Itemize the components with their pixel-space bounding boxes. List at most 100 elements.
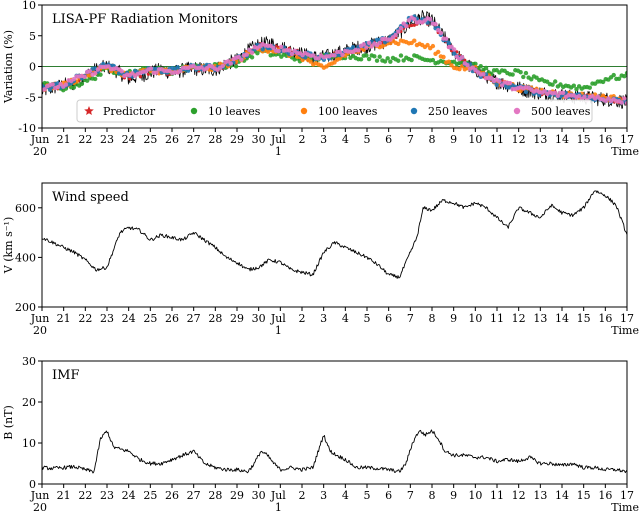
500-leaves-point: [236, 54, 241, 60]
10-leaves-point: [473, 61, 478, 67]
500-leaves-point: [247, 47, 252, 53]
x-tick-label: 6: [385, 312, 392, 325]
y-tick-label: 400: [15, 251, 36, 264]
x-tick-label: 2: [299, 489, 306, 502]
500-leaves-point: [624, 100, 627, 106]
x-tick-label: 27: [187, 312, 201, 325]
y-tick-label: -5: [25, 91, 36, 104]
x-tick-label: Jul: [270, 133, 286, 146]
x-tick-label: Jul: [270, 312, 286, 325]
legend-marker-10-leaves: [190, 107, 198, 115]
series-imf-line: [42, 429, 627, 474]
legend: Predictor 10 leaves 100 leaves 250 leaves 50…: [76, 99, 593, 123]
250-leaves-point: [260, 47, 265, 52]
10-leaves-point: [364, 53, 369, 58]
x-tick-label: 11: [490, 312, 504, 325]
500-leaves-point: [287, 48, 292, 53]
x-tick-label: 7: [407, 133, 414, 146]
10-leaves-point: [510, 72, 515, 77]
100-leaves-point: [412, 38, 417, 43]
legend-box: [76, 99, 593, 123]
500-leaves-point: [582, 94, 587, 99]
10-leaves-point: [483, 65, 489, 71]
100-leaves-point: [425, 42, 430, 48]
500-leaves-point: [95, 67, 101, 72]
legend-marker-predictor: [84, 106, 94, 115]
10-leaves-point: [98, 72, 103, 77]
x-tick-label: 8: [429, 133, 436, 146]
x-tick-label: 14: [555, 489, 569, 502]
y-tick-label: 200: [15, 301, 36, 314]
x-tick-label: 12: [512, 312, 526, 325]
predictor-point: [138, 75, 142, 79]
10-leaves-point: [377, 54, 382, 59]
x-tick-label: 22: [78, 489, 92, 502]
y-tick-label: 5: [29, 30, 36, 43]
500-leaves-point: [63, 82, 69, 87]
x-tick-label: 11: [490, 489, 504, 502]
10-leaves-point: [71, 85, 77, 90]
500-leaves-point: [106, 64, 111, 69]
x-tick-sublabel: 1: [275, 324, 282, 337]
10-leaves-point: [255, 51, 260, 56]
500-leaves-point: [366, 40, 372, 46]
y-tick-label: 20: [22, 396, 36, 409]
10-leaves-point: [79, 81, 85, 87]
y-tick-label: 0: [29, 61, 36, 74]
10-leaves-point: [574, 86, 579, 92]
x-tick-sublabel: 20: [33, 501, 47, 514]
x-tick-label: 21: [57, 489, 71, 502]
series-wind-speed-line: [42, 190, 627, 279]
x-axis-label: Time: [611, 501, 639, 514]
500-leaves-point: [507, 80, 513, 86]
x-tick-label: 6: [385, 489, 392, 502]
y-tick-label: 10: [22, 437, 36, 450]
500-leaves-point: [244, 52, 249, 57]
x-tick-label: 10: [468, 133, 482, 146]
x-tick-label: 4: [342, 312, 349, 325]
500-leaves-point: [396, 29, 401, 34]
x-tick-label: 5: [364, 312, 371, 325]
x-tick-label: 23: [100, 312, 114, 325]
x-tick-label: 14: [555, 133, 569, 146]
x-tick-label: 16: [598, 312, 612, 325]
x-tick-label: Jul: [270, 489, 286, 502]
y-axis-label: V (km s⁻¹): [2, 217, 15, 274]
x-tick-label: 14: [555, 312, 569, 325]
x-tick-label: 28: [208, 133, 222, 146]
10-leaves-point: [366, 56, 372, 62]
predictor-point: [463, 58, 467, 62]
500-leaves-point: [393, 32, 398, 38]
x-tick-label: 24: [122, 312, 136, 325]
x-tick-label: 3: [320, 312, 327, 325]
100-leaves-point: [308, 59, 313, 64]
500-leaves-point: [560, 90, 566, 96]
10-leaves-point: [385, 56, 390, 61]
250-leaves-point: [175, 65, 180, 70]
500-leaves-point: [377, 40, 382, 46]
500-leaves-point: [148, 66, 154, 71]
500-leaves-point: [553, 90, 558, 96]
100-leaves-point: [446, 59, 452, 64]
10-leaves-point: [372, 54, 377, 59]
plot-area: [42, 190, 627, 279]
500-leaves-point: [92, 70, 98, 76]
250-leaves-point: [47, 87, 53, 92]
x-tick-label: 2: [299, 312, 306, 325]
x-tick-sublabel: 1: [275, 145, 282, 158]
500-leaves-point: [433, 21, 438, 27]
x-tick-label: 30: [252, 489, 266, 502]
100-leaves-point: [441, 54, 446, 60]
x-tick-label: 22: [78, 133, 92, 146]
x-tick-label: 8: [429, 489, 436, 502]
x-tick-label: 28: [208, 489, 222, 502]
x-tick-label: 9: [450, 489, 457, 502]
x-tick-label: 2: [299, 133, 306, 146]
500-leaves-point: [489, 75, 494, 81]
y-axis-label: Variation (%): [2, 30, 15, 104]
100-leaves-point: [457, 66, 462, 72]
10-leaves-point: [92, 76, 98, 82]
500-leaves-point: [50, 82, 55, 87]
100-leaves-point: [436, 49, 441, 55]
x-tick-label: 4: [342, 489, 349, 502]
